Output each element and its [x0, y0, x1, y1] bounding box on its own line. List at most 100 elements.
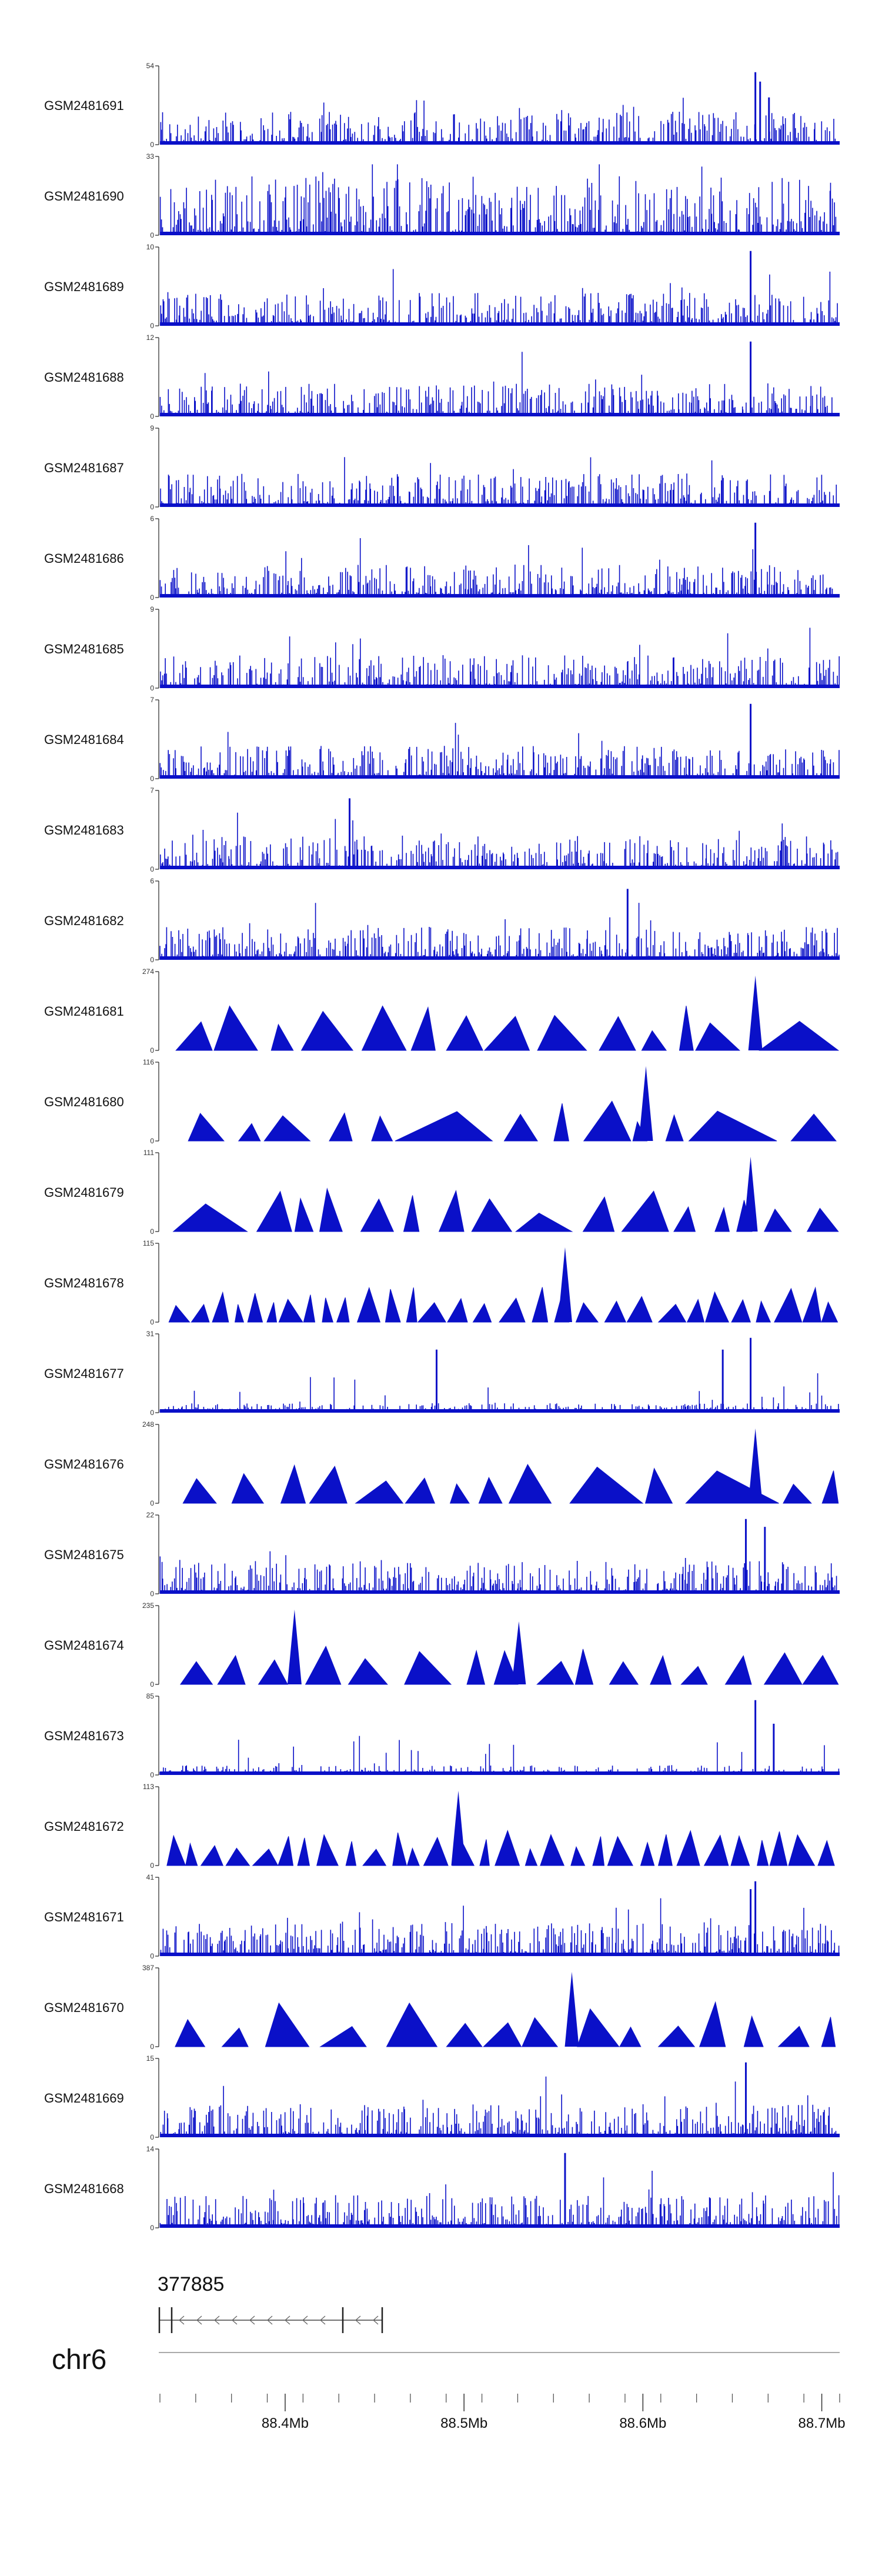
gene-strand-arrow [302, 2315, 308, 2325]
signal-bars [159, 1736, 840, 1775]
signal-baseline-band [160, 594, 840, 598]
y-zero-label: 0 [150, 412, 154, 421]
track-GSM2481675: GSM2481675 22 0 [44, 1511, 840, 1598]
y-zero-label: 0 [150, 1227, 154, 1236]
signal-peak [512, 1621, 526, 1684]
signal-baseline-band [160, 685, 840, 688]
gene-track: 377885 [158, 2273, 383, 2333]
track-label: GSM2481685 [44, 642, 124, 656]
signal-baseline-band [160, 232, 840, 235]
signal-bars [159, 352, 840, 416]
signal-baseline-band [160, 1771, 840, 1775]
signal-area [166, 1830, 835, 1866]
y-zero-label: 0 [150, 865, 154, 873]
y-zero-label: 0 [150, 1771, 154, 1779]
signal-area [188, 1100, 837, 1142]
gene-strand-arrow [214, 2315, 220, 2325]
y-max-label: 6 [150, 877, 154, 885]
track-label: GSM2481691 [44, 98, 124, 113]
signal-area [168, 1286, 838, 1323]
signal-baseline-band [160, 2134, 840, 2137]
track-label: GSM2481683 [44, 823, 124, 837]
y-max-label: 15 [146, 2054, 155, 2063]
track-GSM2481680: GSM2481680 116 0 [44, 1058, 837, 1145]
y-zero-label: 0 [150, 2043, 154, 2051]
chromosome-label: chr6 [52, 2344, 106, 2375]
track-label: GSM2481681 [44, 1004, 124, 1019]
signal-baseline-band [160, 413, 840, 416]
signal-area [172, 1187, 839, 1232]
gene-strand-arrow [249, 2315, 255, 2325]
track-GSM2481686: GSM2481686 6 0 [44, 515, 840, 602]
track-label: GSM2481684 [44, 732, 124, 747]
y-zero-label: 0 [150, 322, 154, 330]
track-GSM2481690: GSM2481690 33 0 [44, 152, 840, 239]
track-GSM2481671: GSM2481671 41 0 [44, 1873, 840, 1960]
y-max-label: 9 [150, 424, 154, 432]
gene-strand-arrow [285, 2315, 290, 2325]
track-GSM2481681: GSM2481681 274 0 [44, 967, 840, 1055]
track-GSM2481683: GSM2481683 7 0 [44, 786, 840, 873]
track-label: GSM2481669 [44, 2091, 124, 2105]
y-max-label: 387 [142, 1964, 154, 1972]
track-label: GSM2481677 [44, 1366, 124, 1381]
track-label: GSM2481675 [44, 1547, 124, 1562]
track-label: GSM2481674 [44, 1638, 124, 1653]
y-zero-label: 0 [150, 1680, 154, 1689]
y-zero-label: 0 [150, 1318, 154, 1326]
signal-baseline-band [160, 1590, 840, 1594]
y-max-label: 33 [146, 152, 155, 161]
track-label: GSM2481678 [44, 1276, 124, 1290]
track-GSM2481689: GSM2481689 10 0 [44, 243, 840, 330]
y-max-label: 115 [143, 1239, 154, 1247]
track-label: GSM2481673 [44, 1729, 124, 1743]
track-label: GSM2481687 [44, 461, 124, 475]
track-label: GSM2481689 [44, 279, 124, 294]
signal-baseline-band [160, 2224, 840, 2228]
y-zero-label: 0 [150, 1046, 154, 1055]
y-zero-label: 0 [150, 956, 154, 964]
y-zero-label: 0 [150, 231, 154, 239]
track-GSM2481678: GSM2481678 115 0 [44, 1239, 838, 1326]
signal-bars [159, 1373, 839, 1413]
signal-area [182, 1463, 839, 1504]
signal-bars [159, 538, 840, 598]
track-label: GSM2481668 [44, 2181, 124, 2196]
y-max-label: 113 [143, 1783, 154, 1791]
track-GSM2481672: GSM2481672 113 0 [44, 1783, 835, 1870]
gene-model [158, 2307, 383, 2333]
y-max-label: 235 [142, 1601, 154, 1610]
y-max-label: 248 [142, 1420, 154, 1429]
signal-bars [160, 98, 840, 145]
y-max-label: 22 [146, 1511, 155, 1519]
y-zero-label: 0 [150, 1861, 154, 1870]
y-zero-label: 0 [150, 503, 154, 511]
y-zero-label: 0 [150, 1137, 154, 1145]
y-max-label: 41 [146, 1873, 155, 1881]
y-max-label: 12 [146, 333, 155, 342]
track-GSM2481687: GSM2481687 9 0 [44, 424, 840, 511]
axis-tick-label: 88.5Mb [440, 2415, 487, 2431]
y-zero-label: 0 [150, 593, 154, 602]
signal-tracks: GSM2481691540GSM2481690330GSM2481689100G… [44, 62, 840, 2232]
track-label: GSM2481676 [44, 1457, 124, 1471]
y-max-label: 14 [146, 2145, 155, 2153]
signal-bars [159, 723, 840, 779]
track-GSM2481669: GSM2481669 15 0 [44, 2054, 840, 2141]
track-GSM2481684: GSM2481684 7 0 [44, 696, 840, 783]
signal-bars [160, 2076, 839, 2137]
track-label: GSM2481670 [44, 2000, 124, 2015]
signal-bars [159, 2171, 840, 2228]
track-label: GSM2481682 [44, 913, 124, 928]
y-max-label: 111 [143, 1149, 155, 1157]
y-zero-label: 0 [150, 1499, 154, 1507]
gene-strand-arrow [179, 2315, 185, 2325]
signal-bars [160, 812, 840, 869]
y-zero-label: 0 [150, 141, 154, 149]
signal-peak [748, 975, 763, 1050]
signal-baseline-band [160, 503, 840, 507]
y-zero-label: 0 [150, 2133, 154, 2141]
signal-baseline-band [160, 1409, 840, 1413]
signal-baseline-band [160, 775, 840, 779]
signal-area [179, 1646, 839, 1685]
